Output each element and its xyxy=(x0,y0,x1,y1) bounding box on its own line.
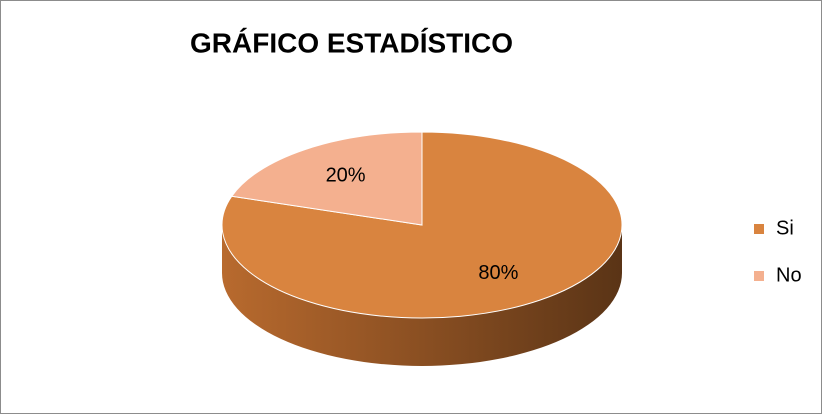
legend-swatch xyxy=(754,224,764,234)
chart-title: GRÁFICO ESTADÍSTICO xyxy=(190,27,513,58)
legend-swatch xyxy=(754,271,764,281)
pie-side xyxy=(222,225,622,366)
data-label: 20% xyxy=(326,164,366,186)
legend-label: No xyxy=(776,264,802,286)
pie-slice xyxy=(230,131,423,226)
legend-label: Si xyxy=(776,217,794,239)
data-label: 80% xyxy=(478,262,518,284)
